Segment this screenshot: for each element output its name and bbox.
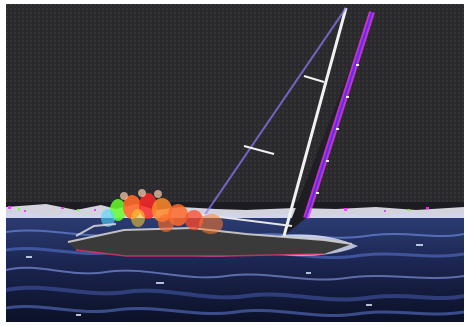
mainsail bbox=[284, 11, 375, 236]
sky bbox=[6, 4, 464, 206]
spreaders bbox=[243, 75, 325, 155]
sailboat-photo bbox=[6, 4, 464, 322]
forestay bbox=[203, 7, 347, 217]
stern-rail bbox=[75, 223, 117, 237]
waves bbox=[6, 229, 464, 318]
sea-glints bbox=[26, 244, 423, 316]
mast bbox=[282, 7, 348, 237]
crew bbox=[101, 189, 223, 234]
